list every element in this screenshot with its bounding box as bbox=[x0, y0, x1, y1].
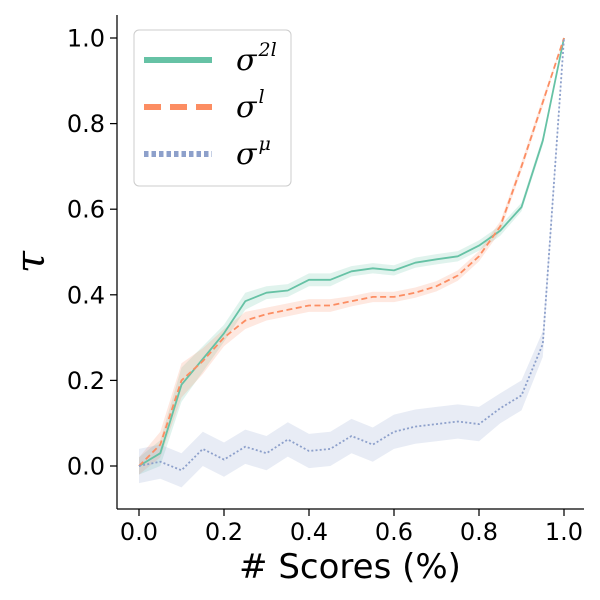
axes bbox=[116, 15, 584, 510]
series-line-1 bbox=[138, 37, 565, 467]
x-tick-label: 0.8 bbox=[460, 518, 498, 546]
y-tick-label: 0.2 bbox=[67, 367, 105, 395]
legend-frame bbox=[133, 29, 292, 187]
legend-label-0: σ 2l bbox=[236, 39, 277, 78]
x-tick-label: 0.4 bbox=[290, 518, 328, 546]
x-tick-label: 0.0 bbox=[120, 518, 158, 546]
y-tick-label: 1.0 bbox=[67, 25, 105, 53]
y-tick-label: 0.4 bbox=[67, 281, 105, 309]
series-lines bbox=[138, 37, 565, 472]
x-axis-label: # Scores (%) bbox=[239, 547, 461, 587]
y-tick-label: 0.0 bbox=[67, 453, 105, 481]
series-line-2 bbox=[138, 37, 565, 472]
y-ticks: 0.0 0.2 0.4 0.6 0.8 1.0 bbox=[67, 25, 117, 481]
x-ticks: 0.0 0.2 0.4 0.6 0.8 1.0 bbox=[120, 509, 583, 546]
x-tick-label: 0.2 bbox=[205, 518, 243, 546]
x-tick-label: 1.0 bbox=[545, 518, 583, 546]
y-tick-label: 0.6 bbox=[67, 196, 105, 224]
y-tick-label: 0.8 bbox=[67, 110, 105, 138]
y-axis-label: τ bbox=[8, 250, 54, 273]
legend: σ 2l σ l σ μ bbox=[133, 29, 292, 187]
x-tick-label: 0.6 bbox=[375, 518, 413, 546]
